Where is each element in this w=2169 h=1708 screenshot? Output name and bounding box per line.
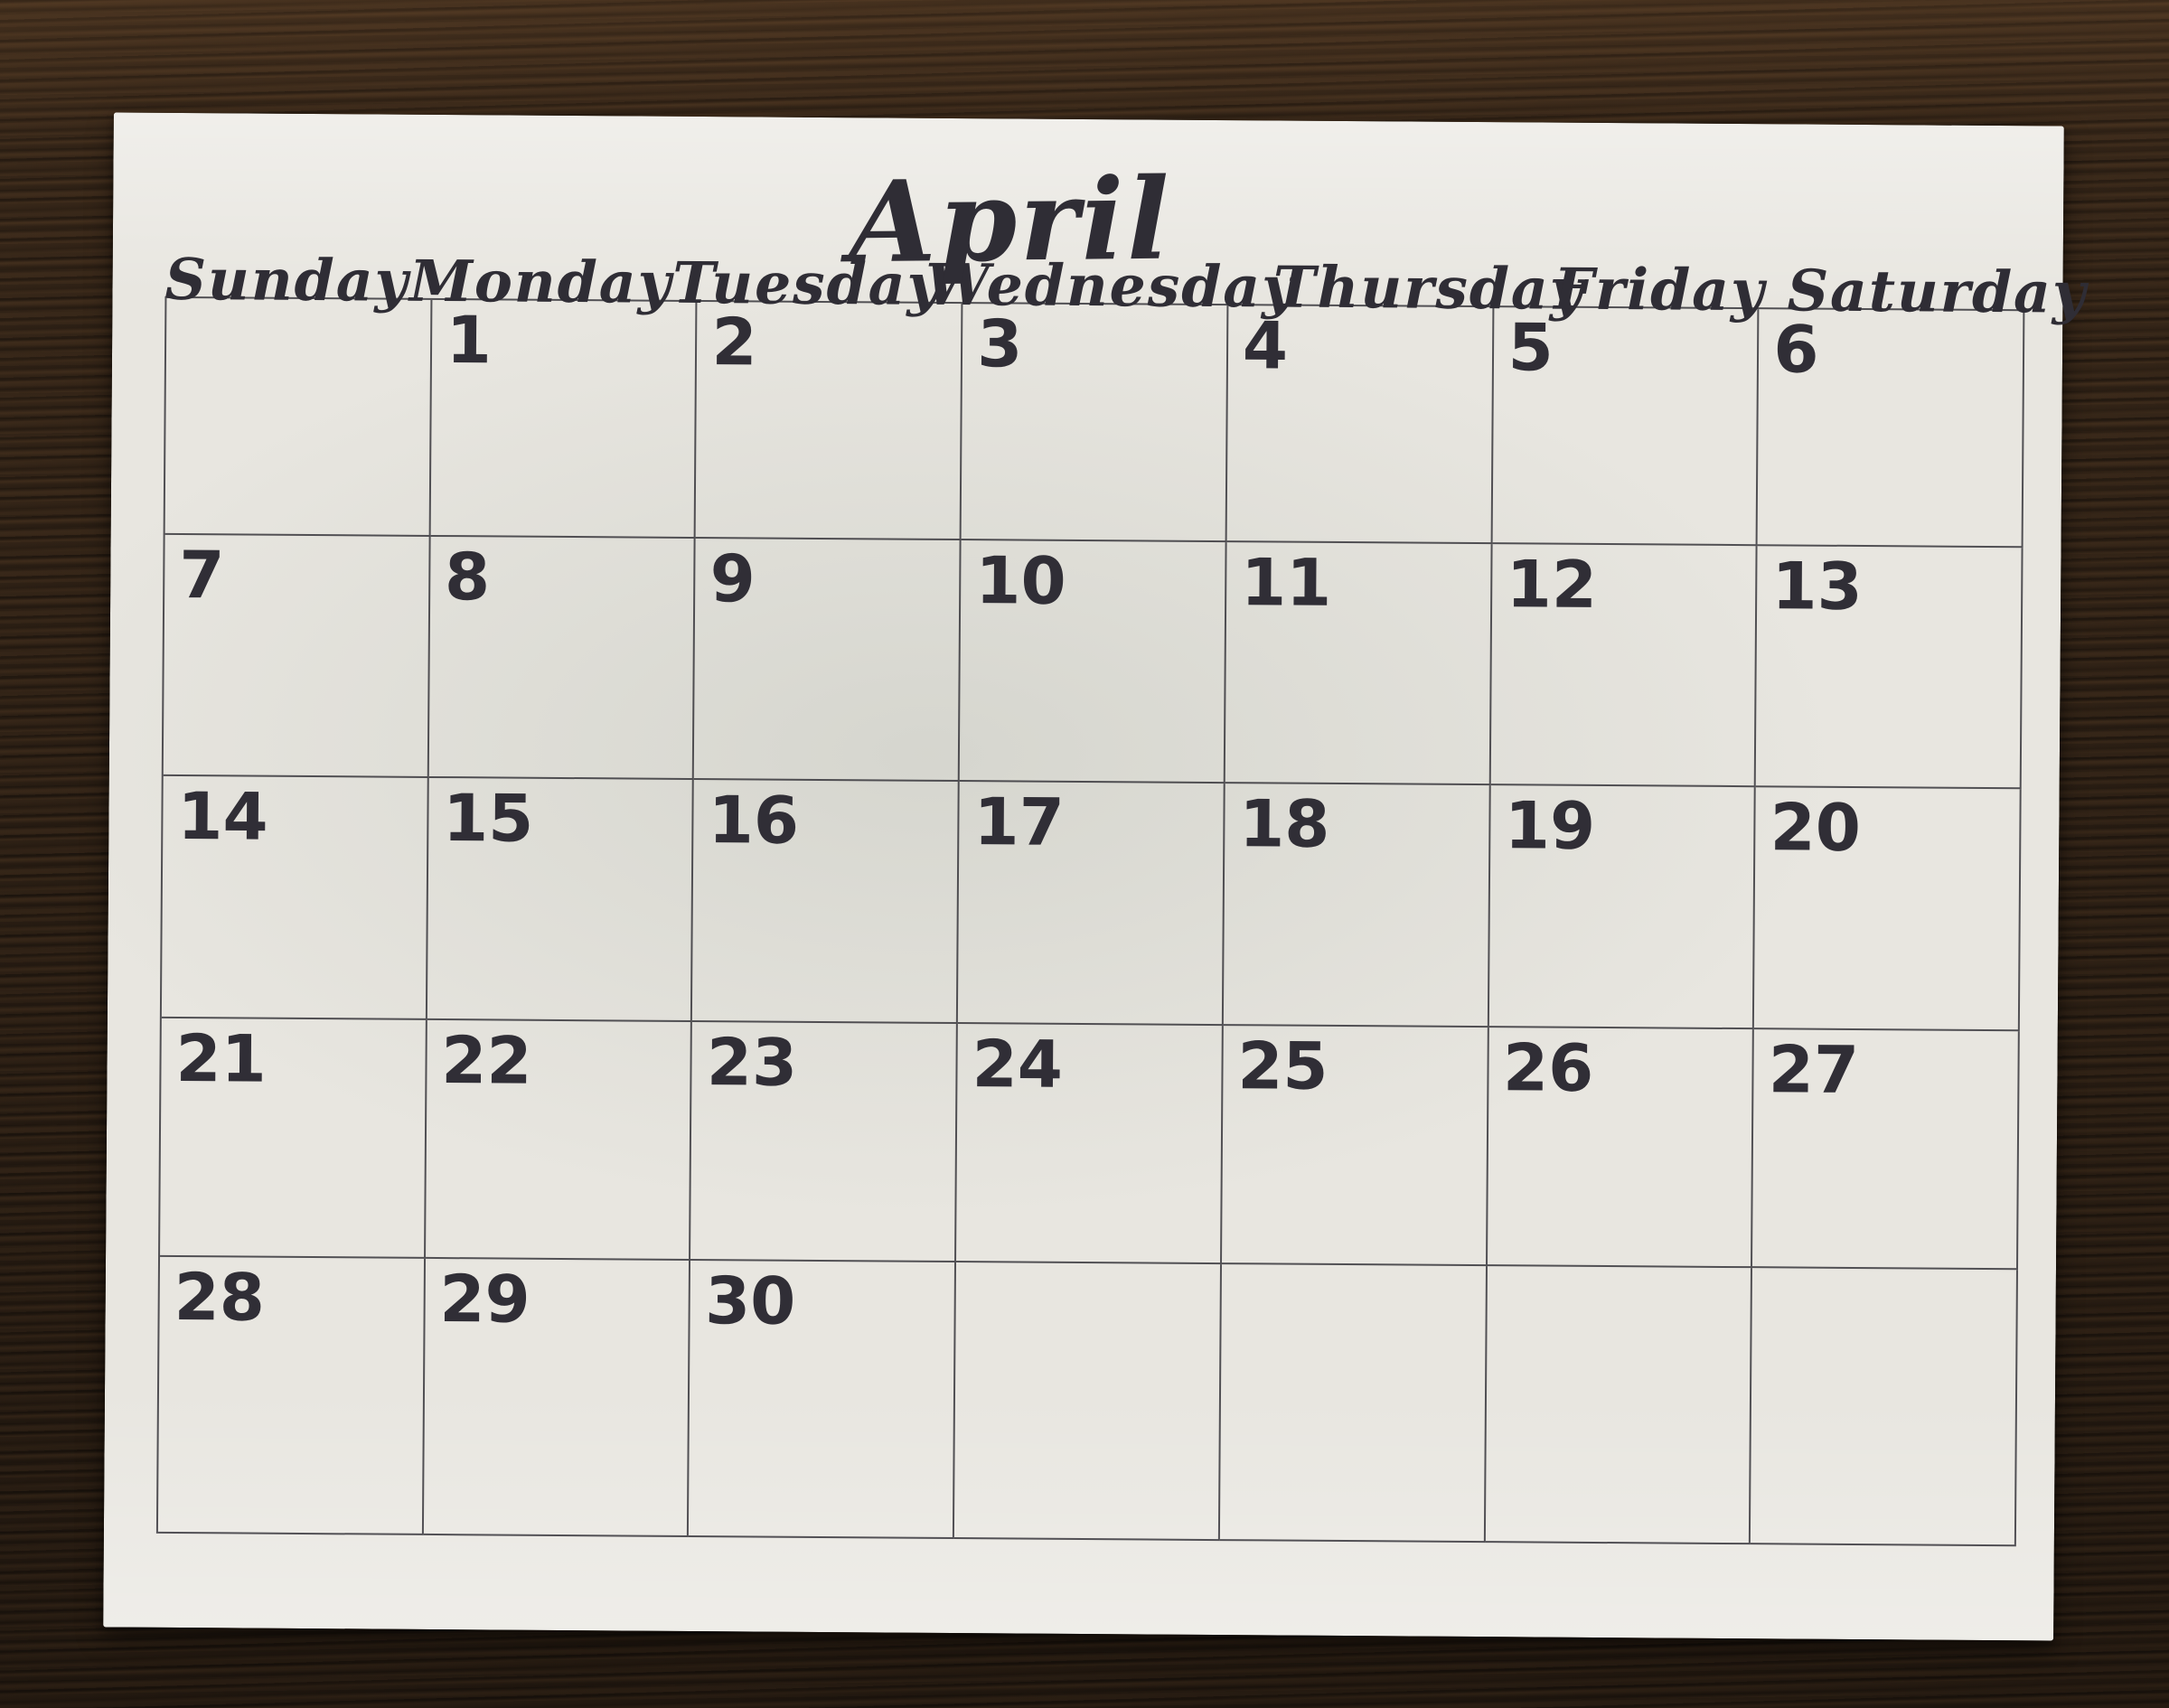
day-number: 2	[711, 304, 757, 380]
day-number: 25	[1237, 1028, 1329, 1104]
day-cell: 12	[1490, 544, 1758, 788]
day-number: 20	[1770, 789, 1862, 867]
day-cell	[1751, 1268, 2018, 1547]
day-cell: 7	[163, 534, 431, 778]
day-cell: 22	[425, 1019, 693, 1261]
day-cell: 10	[959, 540, 1227, 784]
day-number	[956, 1269, 971, 1276]
day-cell: 16	[692, 779, 960, 1025]
day-cell: 27	[1752, 1029, 2020, 1271]
day-cell: 1	[430, 299, 698, 539]
day-number: 12	[1506, 546, 1598, 623]
day-number: 24	[972, 1026, 1064, 1103]
day-number: 9	[709, 540, 756, 617]
day-cell	[1219, 1264, 1488, 1544]
calendar-title: April	[848, 154, 1173, 289]
day-cell: 15	[427, 777, 695, 1022]
day-cell: 18	[1223, 784, 1491, 1028]
calendar-grid: Sunday Monday Tuesday Wednesday Thursday…	[155, 246, 2088, 1548]
day-number	[1222, 1271, 1236, 1278]
day-cell: 21	[160, 1018, 427, 1259]
day-cell: 17	[957, 782, 1225, 1027]
day-cell: 24	[956, 1024, 1224, 1265]
day-number: 19	[1504, 787, 1596, 864]
day-number: 27	[1768, 1031, 1860, 1108]
day-number: 23	[706, 1024, 798, 1101]
day-cell: 3	[961, 304, 1229, 543]
day-number: 21	[175, 1019, 268, 1097]
day-cell: 2	[696, 302, 963, 541]
day-cell	[164, 297, 433, 537]
day-number: 5	[1507, 309, 1554, 386]
day-number: 15	[442, 780, 534, 857]
day-number: 30	[704, 1262, 796, 1339]
day-cell: 30	[689, 1260, 957, 1540]
day-number: 22	[440, 1022, 532, 1099]
day-grid: 1 2 3 4 5 6 7 8 9 10 11 12 13 14 15 16 1…	[155, 296, 2025, 1547]
day-cell: 19	[1488, 785, 1756, 1030]
day-cell: 20	[1754, 787, 2022, 1032]
day-cell: 28	[157, 1256, 426, 1535]
day-number	[1487, 1272, 1501, 1280]
day-number	[1752, 1274, 1767, 1281]
day-cell: 25	[1221, 1026, 1489, 1267]
day-number: 7	[179, 537, 225, 614]
day-number: 10	[975, 542, 1066, 619]
day-number: 26	[1502, 1029, 1594, 1106]
day-cell: 29	[423, 1258, 691, 1537]
day-cell: 6	[1757, 309, 2025, 549]
day-number: 1	[446, 302, 493, 379]
day-number: 16	[708, 782, 800, 859]
day-cell	[954, 1262, 1222, 1542]
day-number	[166, 305, 181, 312]
day-number: 11	[1240, 544, 1332, 621]
day-cell: 14	[161, 775, 429, 1020]
day-cell: 23	[690, 1021, 958, 1263]
day-number: 6	[1773, 311, 1819, 388]
day-cell: 4	[1226, 305, 1494, 545]
day-number: 14	[177, 778, 268, 855]
day-cell: 26	[1487, 1028, 1755, 1269]
day-number: 17	[973, 784, 1066, 860]
day-number: 4	[1242, 307, 1289, 384]
day-cell: 8	[428, 536, 697, 780]
day-cell: 11	[1225, 542, 1493, 786]
day-cell	[1485, 1266, 1753, 1545]
day-number: 8	[444, 539, 491, 615]
calendar-paper: April Sunday Monday Tuesday Wednesday Th…	[103, 112, 2088, 1641]
day-cell: 9	[694, 538, 962, 783]
day-number: 29	[439, 1261, 531, 1337]
day-number: 3	[976, 305, 1023, 382]
day-number: 28	[174, 1258, 266, 1336]
day-number: 18	[1238, 785, 1330, 862]
day-cell: 13	[1755, 546, 2023, 790]
day-number: 13	[1771, 548, 1864, 625]
day-cell: 5	[1492, 307, 1760, 547]
